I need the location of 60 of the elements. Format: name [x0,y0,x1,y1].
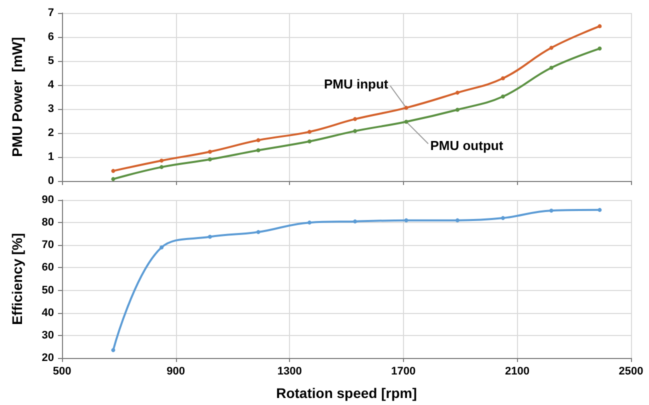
point [353,219,358,224]
x-tick-label: 1700 [391,366,416,378]
point [598,46,602,51]
y-tick-label: 90 [42,194,54,206]
x-tick-label: 500 [52,366,72,378]
point [160,245,164,250]
point [256,138,260,142]
point [111,177,116,182]
y-tick-label: 40 [42,306,54,319]
point [549,66,554,70]
point [598,208,602,212]
point [111,168,116,173]
y-tick-label: 5 [48,55,54,67]
point [500,76,505,80]
y-axis-title: PMU Power [mW] [9,37,25,157]
y-tick-label: 1 [48,151,54,163]
y-tick-label: 0 [48,175,54,187]
point [208,150,212,154]
y-tick-label: 60 [42,262,54,274]
point [455,218,460,222]
y-tick-label: 3 [48,103,54,115]
point [256,230,260,234]
point [353,117,358,122]
y-tick-label: 4 [48,79,55,91]
point [500,216,505,220]
y-tick-label: 6 [48,31,54,43]
y-axis-title: Efficiency [%] [9,233,25,325]
y-tick-label: 50 [42,284,54,296]
point [160,158,164,163]
point [455,90,460,95]
point [549,208,554,213]
y-tick-label: 70 [42,239,54,252]
x-axis-title: Rotation speed [rpm] [276,385,417,401]
x-tick-label: 2100 [504,366,530,378]
point [308,130,312,134]
y-tick-label: 80 [42,216,54,229]
point [160,165,164,170]
x-tick-label: 900 [166,366,185,378]
x-tick-label: 1300 [277,366,302,378]
point [404,218,408,222]
point [111,348,116,352]
point [598,24,602,28]
point [308,139,312,144]
point [308,220,312,225]
point [353,129,358,134]
point [549,46,554,50]
series-label: PMU input [324,76,389,92]
point [256,148,260,152]
y-tick-label: 7 [48,7,54,19]
point [404,106,408,110]
point [404,120,408,124]
y-tick-label: 30 [42,329,54,342]
x-tick-label: 2500 [618,366,644,378]
series-label: PMU output [430,138,504,154]
point [208,234,212,239]
point [455,108,460,112]
y-tick-label: 2 [48,127,54,139]
point [500,94,505,99]
point [208,157,212,162]
y-tick-label: 20 [42,352,54,364]
